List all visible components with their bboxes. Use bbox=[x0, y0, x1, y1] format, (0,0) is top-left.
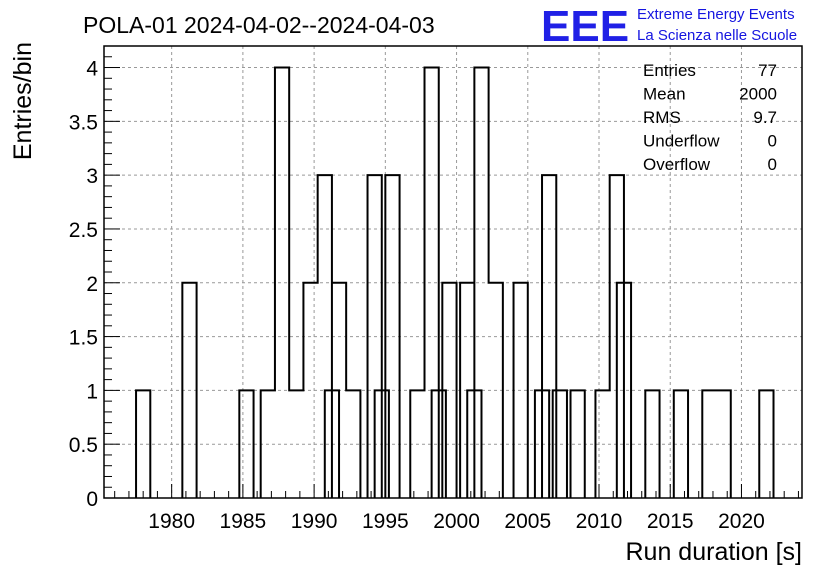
histogram-bin bbox=[514, 283, 528, 498]
eee-logo-line2: La Scienza nelle Scuole bbox=[637, 27, 797, 44]
stats-value: 0 bbox=[768, 155, 777, 174]
histogram-bin bbox=[136, 390, 150, 498]
x-tick-label: 1995 bbox=[362, 510, 409, 533]
histogram-bin bbox=[332, 283, 346, 498]
y-tick-label: 2.5 bbox=[69, 219, 98, 242]
histogram-bin bbox=[182, 283, 196, 498]
y-tick-label: 3 bbox=[86, 165, 98, 188]
histogram-bin bbox=[385, 175, 399, 498]
y-tick-label: 4 bbox=[86, 58, 98, 81]
histogram-bin bbox=[571, 390, 585, 498]
histogram-bin bbox=[759, 390, 773, 498]
stats-label: Underflow bbox=[643, 132, 720, 151]
histogram-bin bbox=[645, 390, 659, 498]
histogram-bin bbox=[442, 283, 456, 498]
eee-logo-mark: EEE bbox=[541, 2, 629, 51]
y-tick-label: 2 bbox=[86, 273, 98, 296]
y-tick-label: 1.5 bbox=[69, 327, 98, 350]
y-tick-label: 0.5 bbox=[69, 434, 98, 457]
y-axis: 0 0.5 1 1.5 2 2.5 3 3.5 4 bbox=[69, 45, 120, 511]
histogram-bin bbox=[474, 68, 488, 498]
y-tick-label: 1 bbox=[86, 380, 98, 403]
y-tick-label: 3.5 bbox=[69, 111, 98, 134]
x-tick-label: 2000 bbox=[433, 510, 480, 533]
histogram-outline bbox=[135, 66, 775, 498]
histogram-bin bbox=[702, 390, 716, 498]
stats-label: Entries bbox=[643, 61, 696, 80]
y-axis-title: Entries/bin bbox=[9, 42, 37, 160]
histogram-bin bbox=[717, 390, 731, 498]
histogram-bin bbox=[261, 390, 275, 498]
histogram-bin bbox=[303, 283, 317, 498]
histogram-bin bbox=[489, 283, 503, 498]
x-axis-title: Run duration [s] bbox=[626, 538, 803, 566]
histogram-bin bbox=[674, 390, 688, 498]
x-tick-label: 1980 bbox=[148, 510, 195, 533]
eee-logo: EEE Extreme Energy Events La Scienza nel… bbox=[541, 2, 797, 51]
histogram-bin bbox=[553, 390, 567, 498]
histogram-bin bbox=[239, 390, 253, 498]
histogram-bin bbox=[289, 390, 303, 498]
x-tick-label: 2020 bbox=[718, 510, 765, 533]
x-tick-label: 2005 bbox=[504, 510, 551, 533]
x-tick-label: 2015 bbox=[647, 510, 694, 533]
stats-value: 77 bbox=[758, 61, 777, 80]
stats-value: 9.7 bbox=[753, 108, 777, 127]
stats-label: Overflow bbox=[643, 155, 711, 174]
histogram-bin bbox=[410, 390, 424, 498]
x-axis: 1980 1985 1990 1995 2000 2005 2010 2015 2020 bbox=[114, 484, 799, 533]
y-tick-label: 0 bbox=[86, 488, 98, 511]
histogram-bin bbox=[346, 390, 360, 498]
stats-label: Mean bbox=[643, 85, 686, 104]
x-tick-label: 1990 bbox=[291, 510, 338, 533]
stats-box: Entries 77 Mean 2000 RMS 9.7 Underflow 0 Overflo… bbox=[643, 61, 777, 174]
histogram-bin bbox=[595, 390, 609, 498]
chart-title: POLA-01 2024-04-02--2024-04-03 bbox=[83, 12, 435, 38]
eee-logo-line1: Extreme Energy Events bbox=[637, 6, 795, 23]
histogram-bin bbox=[617, 283, 631, 498]
x-tick-label: 2010 bbox=[576, 510, 623, 533]
stats-value: 2000 bbox=[739, 85, 777, 104]
stats-label: RMS bbox=[643, 108, 681, 127]
stats-value: 0 bbox=[768, 132, 777, 151]
x-tick-label: 1985 bbox=[220, 510, 267, 533]
histogram-bin bbox=[275, 68, 289, 498]
